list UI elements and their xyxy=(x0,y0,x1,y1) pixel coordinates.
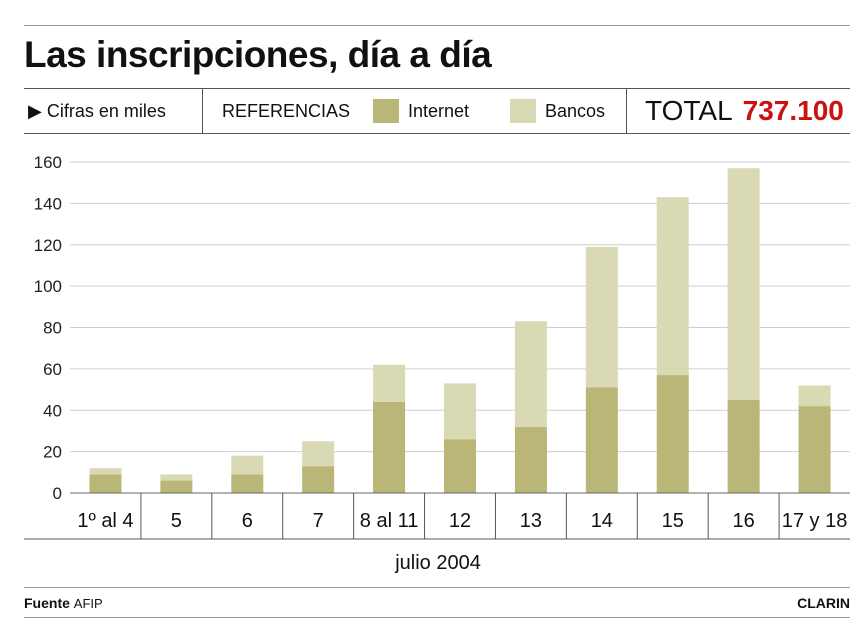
bar-bancos xyxy=(373,364,406,402)
y-tick-label: 0 xyxy=(53,484,62,503)
total-label: TOTAL xyxy=(645,95,733,126)
bar-internet xyxy=(656,375,689,493)
source-label: Fuente xyxy=(24,595,70,611)
legend-internet: Internet xyxy=(373,89,469,133)
bar-bancos xyxy=(444,383,476,440)
x-tick-label: 14 xyxy=(591,510,613,532)
bar-bancos xyxy=(585,246,618,388)
y-tick-label: 20 xyxy=(43,443,62,462)
bar-bancos xyxy=(798,385,831,407)
y-tick-label: 120 xyxy=(34,236,62,255)
brand-label: CLARIN xyxy=(797,595,850,611)
bar-internet xyxy=(231,474,264,493)
bar-bancos xyxy=(160,474,193,481)
bar-bancos xyxy=(656,197,689,376)
bar-bancos xyxy=(231,455,264,475)
x-tick-label: 13 xyxy=(520,510,542,532)
source-note: Fuente AFIP xyxy=(24,595,103,611)
y-tick-label: 60 xyxy=(43,360,62,379)
bar-internet xyxy=(798,406,831,493)
total-divider xyxy=(626,89,627,133)
bar-chart: 0 20 40 60 80 100 120 140 160 1º al 4 5 6 7 8 al 11 12… xyxy=(24,153,850,540)
y-tick-label: 40 xyxy=(43,401,62,420)
references-bar: ▶ Cifras en miles REFERENCIAS Internet B… xyxy=(24,88,850,134)
y-tick-label: 160 xyxy=(34,153,62,172)
x-tick-label: 5 xyxy=(171,510,182,532)
x-tick-label: 7 xyxy=(313,510,324,532)
bar-internet xyxy=(373,401,406,493)
bar-internet xyxy=(160,480,193,493)
bar-internet xyxy=(302,466,335,493)
bar-bancos xyxy=(727,168,760,400)
bar-internet xyxy=(727,399,760,493)
source-value: AFIP xyxy=(73,596,103,611)
bar-internet xyxy=(89,474,122,493)
units-note: ▶ Cifras en miles xyxy=(28,89,166,133)
references-heading-label: REFERENCIAS xyxy=(222,100,351,121)
bar-bancos xyxy=(514,321,547,427)
references-divider xyxy=(202,89,203,133)
legend-bancos: Bancos xyxy=(510,89,605,133)
references-heading: REFERENCIAS xyxy=(222,89,350,133)
x-tick-label: 15 xyxy=(662,510,684,532)
x-tick-label: 8 al 11 xyxy=(360,510,419,532)
total-value: 737.100 xyxy=(742,95,844,126)
total-box: TOTAL 737.100 xyxy=(645,89,844,133)
bar-internet xyxy=(514,426,547,493)
x-tick-label: 16 xyxy=(733,510,755,532)
bar-bancos xyxy=(302,441,335,467)
legend-internet-label: Internet xyxy=(408,100,470,121)
y-tick-label: 140 xyxy=(34,194,62,213)
x-tick-label: 12 xyxy=(449,510,471,532)
internet-swatch xyxy=(373,99,399,123)
legend-bancos-label: Bancos xyxy=(545,100,606,121)
x-tick-label: 1º al 4 xyxy=(77,510,133,532)
y-tick-label: 100 xyxy=(34,277,62,296)
x-tick-label: 6 xyxy=(242,510,253,532)
top-rule xyxy=(24,25,850,26)
bar-internet xyxy=(444,439,476,493)
units-label: ▶ Cifras en miles xyxy=(28,100,166,121)
bar-bancos xyxy=(89,468,122,475)
bar-internet xyxy=(585,387,618,493)
y-tick-label: 80 xyxy=(43,319,62,338)
chart-title: Las inscripciones, día a día xyxy=(24,34,492,75)
footer-rule-bottom xyxy=(24,617,850,618)
footer-rule-top xyxy=(24,587,850,588)
month-label: julio 2004 xyxy=(395,552,481,574)
x-tick-label: 17 y 18 xyxy=(782,510,848,532)
bancos-swatch xyxy=(510,99,536,123)
